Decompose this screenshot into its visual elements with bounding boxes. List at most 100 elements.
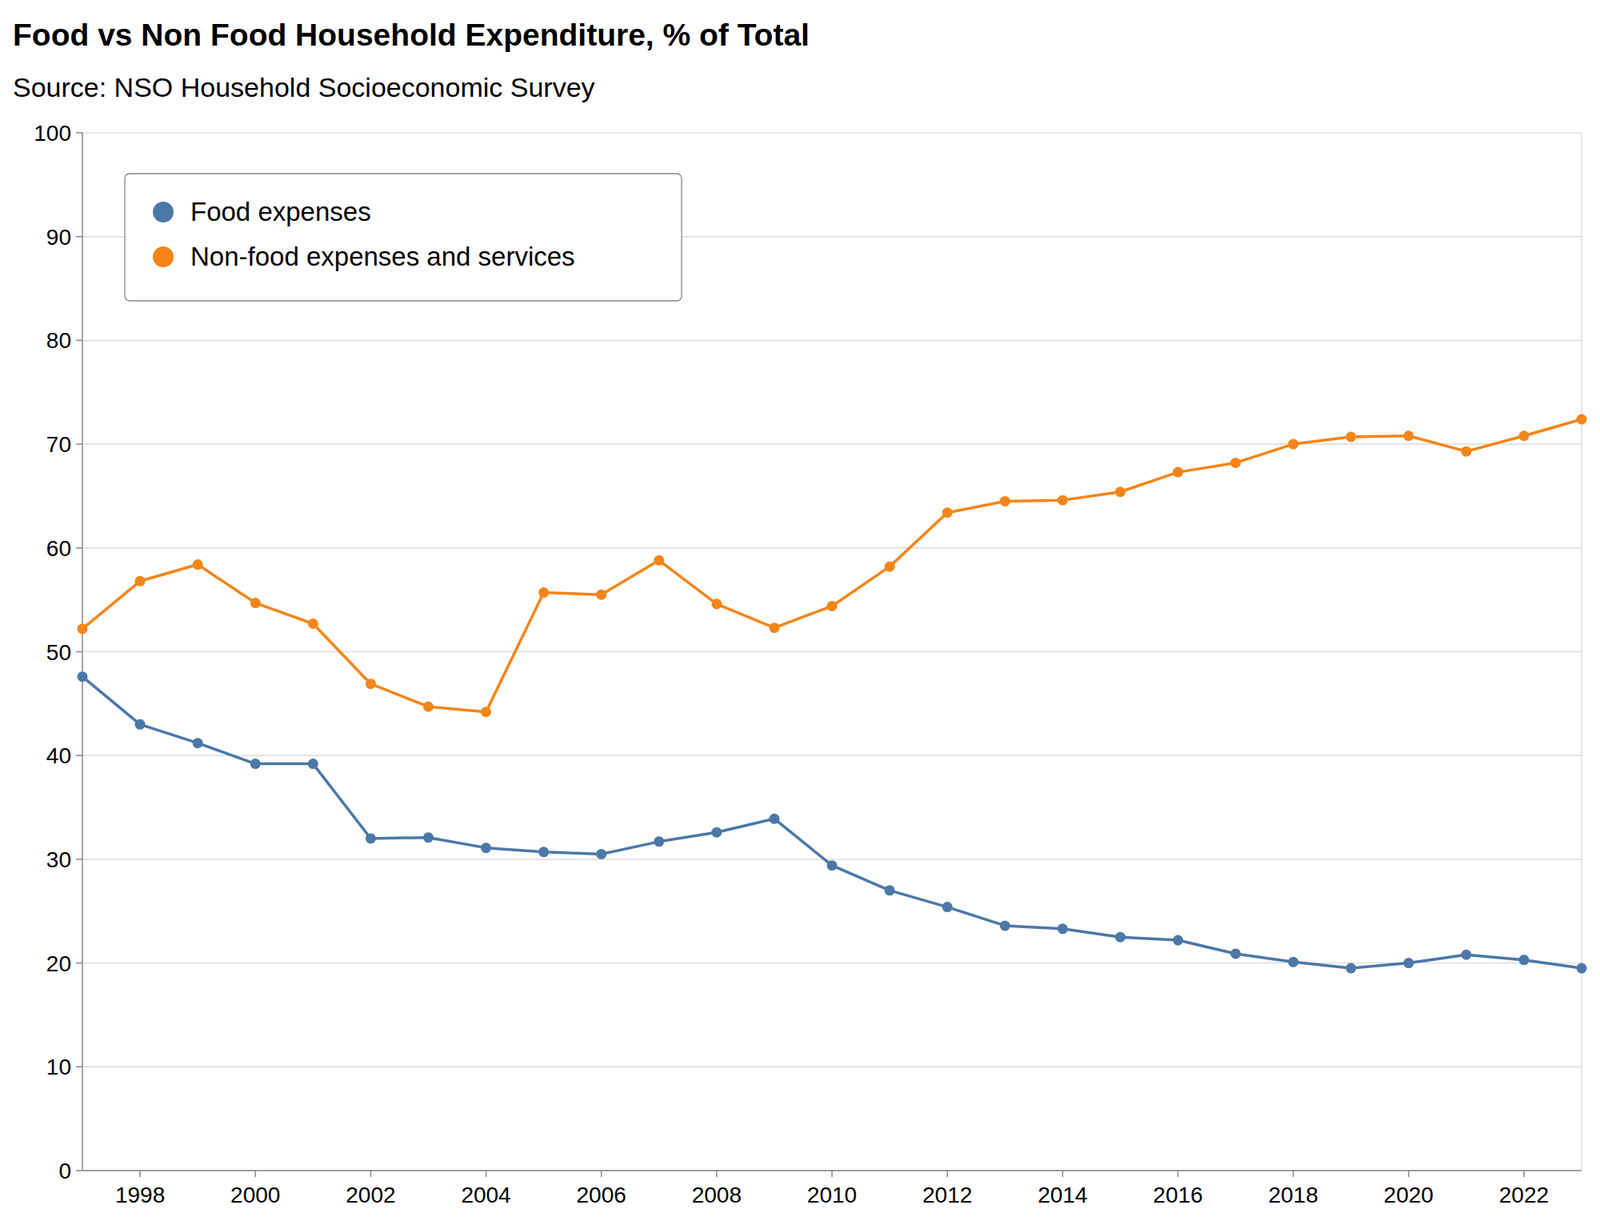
- title: Food vs Non Food Household Expenditure, …: [12, 17, 810, 52]
- point: [1000, 496, 1011, 507]
- x-tick: [254, 1170, 256, 1177]
- point: [77, 623, 88, 634]
- grid-line: [82, 962, 1582, 964]
- x-tick-label: 2000: [230, 1182, 280, 1208]
- point: [192, 559, 204, 570]
- x-tick-label: 2008: [692, 1182, 742, 1208]
- point: [653, 836, 664, 847]
- x-tick-label: 2002: [345, 1182, 396, 1208]
- point: [1345, 432, 1356, 443]
- y-tick: [76, 651, 83, 653]
- x-tick: [716, 1170, 718, 1177]
- point: [1057, 923, 1068, 934]
- point: [711, 827, 722, 838]
- y-tick: [76, 443, 83, 445]
- point: [1576, 413, 1588, 424]
- y-tick-label: 60: [46, 536, 72, 561]
- legend-label: Food expenses: [190, 196, 372, 227]
- x-tick: [1062, 1170, 1064, 1177]
- y-tick: [76, 1169, 83, 1172]
- grid-line: [82, 1066, 1582, 1068]
- x-axis: [82, 1169, 1582, 1172]
- chart: Food vs Non Food Household Expenditure, …: [0, 0, 1600, 1229]
- y-tick: [76, 962, 83, 964]
- point: [596, 848, 607, 860]
- point: [538, 846, 549, 857]
- point: [77, 671, 88, 682]
- series-line: [82, 676, 1582, 968]
- x-tick: [1523, 1170, 1525, 1177]
- point: [423, 832, 434, 843]
- point: [538, 587, 549, 598]
- y-tick-label: 100: [33, 120, 72, 146]
- y-axis: [81, 132, 84, 1171]
- y-tick-label: 80: [46, 328, 72, 353]
- x-tick-label: 2012: [922, 1182, 972, 1208]
- subtitle: Source: NSO Household Socioeconomic Surv…: [12, 72, 596, 103]
- point: [480, 842, 492, 853]
- y-tick-label: 70: [46, 432, 72, 457]
- point: [1288, 439, 1299, 450]
- y-tick: [76, 236, 83, 238]
- x-tick: [1177, 1170, 1180, 1177]
- x-tick-label: 2010: [807, 1182, 857, 1208]
- legend-swatch: [152, 246, 174, 268]
- point: [250, 597, 261, 608]
- point: [884, 884, 896, 896]
- point: [596, 589, 607, 600]
- y-tick-label: 0: [58, 1158, 72, 1184]
- x-tick-label: 2020: [1384, 1182, 1434, 1208]
- point: [1345, 963, 1356, 974]
- point: [1288, 956, 1299, 968]
- point: [1576, 963, 1588, 974]
- x-tick: [831, 1170, 833, 1177]
- point: [1403, 430, 1414, 441]
- point: [768, 622, 780, 633]
- point: [480, 706, 492, 717]
- grid-line: [82, 754, 1582, 756]
- x-tick: [946, 1170, 948, 1177]
- y-tick: [76, 340, 83, 342]
- grid-line: [82, 340, 1582, 342]
- point: [365, 678, 376, 689]
- y-tick: [76, 858, 83, 860]
- point: [942, 901, 953, 912]
- point: [1115, 932, 1126, 943]
- y-tick: [76, 1066, 83, 1068]
- point: [942, 507, 953, 518]
- x-tick: [1292, 1170, 1295, 1177]
- grid-line: [82, 132, 1582, 134]
- grid-line: [82, 1169, 1582, 1172]
- point: [250, 758, 261, 769]
- plot-area: [77, 413, 1588, 973]
- point: [653, 555, 664, 566]
- point: [827, 860, 838, 871]
- y-tick-label: 20: [46, 951, 72, 976]
- point: [423, 701, 434, 712]
- point: [1057, 495, 1068, 506]
- point: [1518, 430, 1529, 441]
- point: [1460, 949, 1472, 960]
- x-tick: [139, 1170, 141, 1177]
- plot-frame: [1580, 132, 1583, 1171]
- y-tick-label: 90: [46, 224, 72, 250]
- point: [768, 813, 780, 824]
- x-tick-label: 2016: [1152, 1182, 1203, 1208]
- grid-line: [82, 443, 1582, 445]
- y-tick-label: 30: [46, 847, 72, 872]
- y-tick: [76, 132, 83, 134]
- x-tick: [370, 1170, 372, 1177]
- point: [1172, 935, 1184, 946]
- point: [192, 737, 204, 748]
- point: [884, 561, 896, 572]
- grid-line: [82, 651, 1582, 653]
- point: [1115, 486, 1126, 497]
- x-tick-label: 2006: [576, 1182, 627, 1208]
- grid-line: [82, 547, 1582, 549]
- point: [1000, 920, 1011, 931]
- x-tick: [600, 1170, 603, 1177]
- point: [711, 598, 722, 609]
- y-tick: [76, 547, 83, 549]
- y-tick-label: 40: [46, 743, 72, 768]
- point: [1230, 948, 1241, 959]
